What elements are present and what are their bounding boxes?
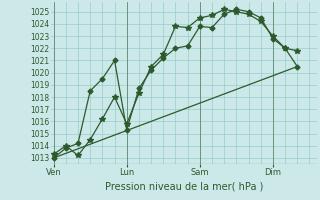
X-axis label: Pression niveau de la mer( hPa ): Pression niveau de la mer( hPa ) [105,181,263,191]
